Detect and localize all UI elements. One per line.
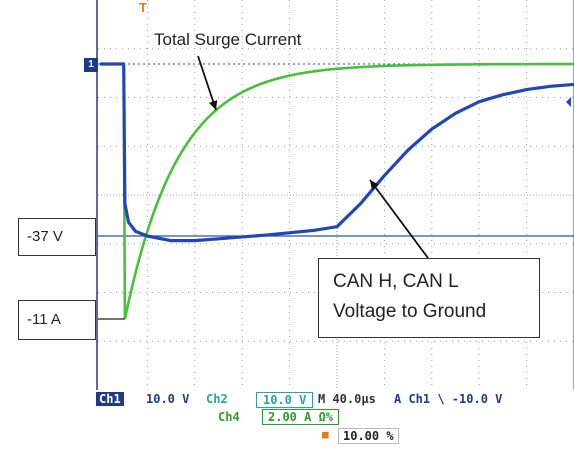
trigger-marker: T (139, 0, 147, 15)
can-callout-line-2: Voltage to Ground (333, 301, 487, 322)
total-surge-current-label: Total Surge Current (154, 30, 302, 49)
scope-status-bar: Ch1 10.0 V Ch2 10.0 V M 40.0µs A Ch1 \ -… (96, 390, 574, 449)
can-voltage-arrow (369, 179, 429, 259)
ch2-label: Ch2 (206, 392, 228, 406)
surge-current-arrow-head (209, 100, 218, 110)
ch1-label: Ch1 (96, 392, 124, 406)
current-level-callout: -11 A (18, 300, 96, 340)
can-callout-line-1: CAN H, CAN L (333, 271, 459, 292)
voltage-level-label: -37 V (27, 228, 63, 245)
voltage-level-callout: -37 V (18, 218, 96, 256)
current-level-label: -11 A (27, 311, 61, 328)
can-voltage-callout: CAN H, CAN L Voltage to Ground (318, 258, 540, 338)
horizontal-position-readout: 10.00 % (338, 428, 399, 444)
ch4-label: Ch4 (218, 410, 240, 424)
ch2-scale: 10.0 V (256, 392, 314, 408)
voltage-trace (100, 62, 574, 243)
horizontal-position-icon: ■ (322, 428, 329, 441)
trigger-readout: A Ch1 \ -10.0 V (394, 392, 503, 406)
current-trace (100, 62, 573, 320)
right-edge-marker (566, 97, 571, 107)
timebase-readout: M 40.0µs (318, 392, 376, 406)
ch4-scale: 2.00 A Ω% (262, 409, 340, 425)
can-voltage-arrow-head (370, 180, 379, 190)
surge-current-arrow (197, 55, 217, 111)
channel-ground-marker: 1 (84, 58, 98, 72)
ch1-scale: 10.0 V (146, 392, 190, 406)
